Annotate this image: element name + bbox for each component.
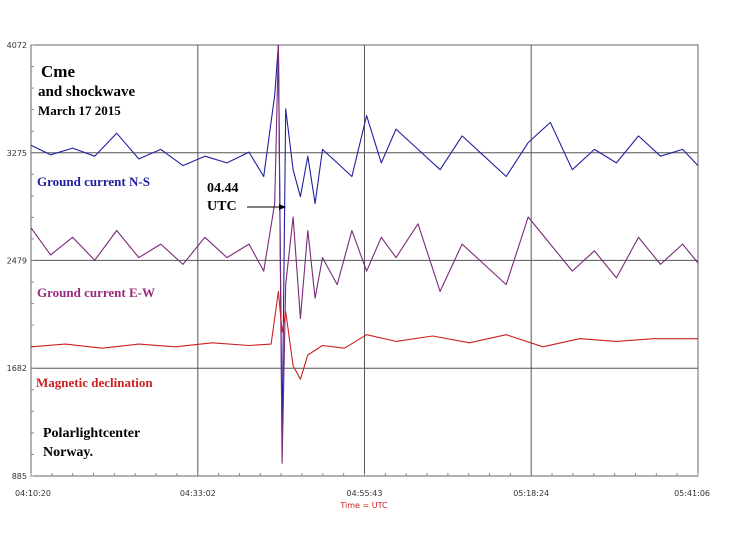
y-tick-label: 3275 <box>7 149 27 158</box>
x-axis-label: Time = UTC <box>339 501 388 510</box>
footer-line-1: Polarlightcenter <box>43 426 141 441</box>
y-tick-label: 1682 <box>7 364 27 373</box>
legend-ew: Ground current E-W <box>37 285 155 300</box>
x-tick-label: 04:55:43 <box>347 489 383 498</box>
y-tick-label: 4072 <box>7 41 27 50</box>
series-line-2 <box>30 290 698 380</box>
footer-line-2: Norway. <box>43 445 94 460</box>
x-tick-labels: 04:10:20 04:33:02 04:55:43 05:18:24 05:41:06 <box>15 489 710 498</box>
series-line-1 <box>30 44 699 464</box>
y-tick-label: 2479 <box>7 256 27 265</box>
legend-ns: Ground current N-S <box>37 174 150 189</box>
chart-title-line-3: March 17 2015 <box>38 103 121 118</box>
x-tick-label: 04:33:02 <box>180 489 216 498</box>
grid <box>31 45 698 476</box>
event-label-line-2: UTC <box>207 199 237 214</box>
series-line-0 <box>30 44 699 441</box>
y-tick-label: 885 <box>12 472 27 481</box>
chart-title-line-2: and shockwave <box>38 84 136 100</box>
legend-magnetic: Magnetic declination <box>36 375 153 390</box>
x-tick-label: 05:41:06 <box>674 489 710 498</box>
y-tick-labels: 4072 3275 2479 1682 885 <box>7 41 27 481</box>
event-label-line-1: 04.44 <box>207 181 239 196</box>
x-tick-label: 05:18:24 <box>513 489 549 498</box>
event-arrow <box>247 204 286 210</box>
minor-ticks <box>30 44 699 477</box>
chart-title-line-1: Cme <box>41 62 75 81</box>
series-lines <box>30 44 699 464</box>
x-tick-label: 04:10:20 <box>15 489 51 498</box>
